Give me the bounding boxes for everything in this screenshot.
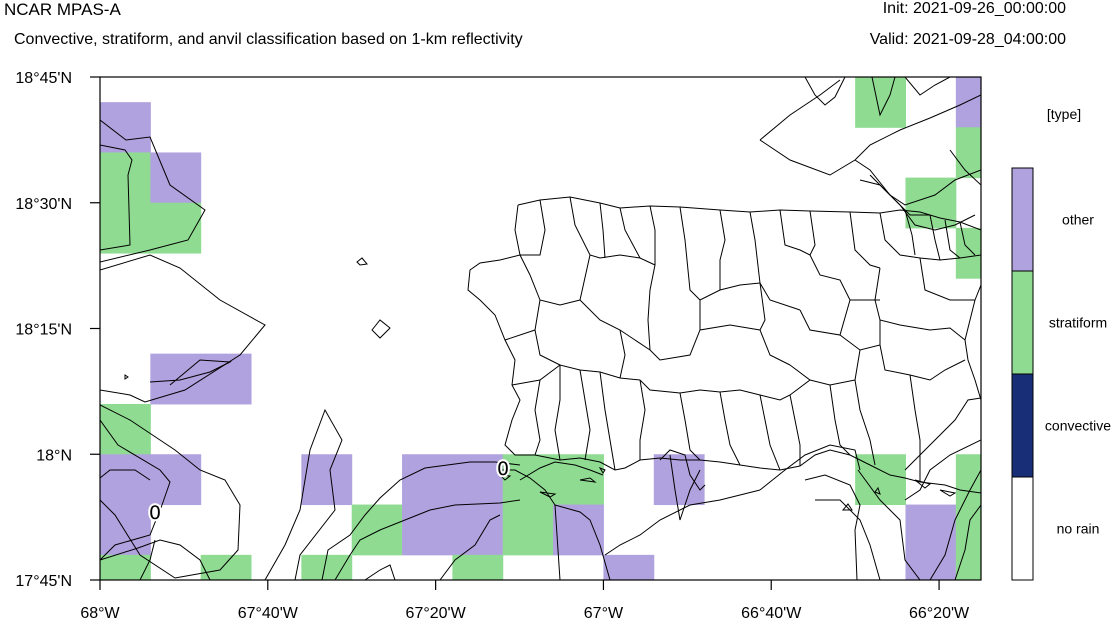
x-tick-label: 68°W: [80, 605, 120, 622]
classification-cell-stratiform: [100, 202, 151, 254]
classification-cell-other: [301, 454, 353, 506]
classification-cell-other: [402, 454, 453, 506]
y-tick-label: 18°45'N: [15, 70, 72, 87]
classification-cell-other: [905, 504, 957, 556]
x-tick-label: 67°20'W: [406, 605, 467, 622]
y-tick-label: 18°N: [36, 447, 72, 464]
legend-title: [type]: [1047, 106, 1081, 122]
y-tick-label: 17°45'N: [15, 573, 72, 590]
classification-cell-other: [452, 504, 504, 556]
legend-label: other: [1062, 212, 1094, 228]
classification-cell-stratiform: [955, 127, 981, 179]
classification-cell-stratiform: [100, 403, 151, 455]
y-tick-label: 18°30'N: [15, 196, 72, 213]
classification-cell-stratiform: [452, 554, 504, 580]
classification-cell-stratiform: [955, 554, 981, 580]
reflectivity-contours: [100, 77, 981, 580]
classification-cell-other: [653, 454, 705, 506]
contour-label: 0: [149, 502, 161, 524]
plot-subtitle: Convective, stratiform, and anvil classi…: [14, 31, 523, 48]
classification-cell-stratiform: [502, 504, 554, 556]
classification-cell-stratiform: [855, 454, 906, 506]
classification-cell-stratiform: [855, 77, 906, 128]
legend-swatch: [1011, 167, 1034, 272]
legend-colorbar: other stratiform convective no rain: [1011, 167, 1111, 581]
classification-cell-stratiform: [955, 454, 981, 506]
puerto-rico-municipal-boundaries: [467, 196, 981, 498]
classification-cells: [100, 77, 981, 580]
legend: [type] other stratiform convective no rain: [1011, 106, 1111, 581]
classification-cell-stratiform: [955, 227, 981, 279]
legend-swatch: [1011, 373, 1034, 478]
classification-cell-stratiform: [553, 454, 604, 506]
classification-cell-other: [905, 554, 957, 580]
legend-label: stratiform: [1049, 315, 1107, 331]
contour-label-group: 0 0: [147, 456, 511, 526]
x-tick-label: 66°20'W: [909, 605, 970, 622]
classification-cell-other: [955, 77, 981, 128]
axis-ticks: 68°W 67°40'W 67°20'W 67°W 66°40'W 66°20'W 18°4…: [15, 70, 970, 622]
classification-cell-other: [100, 454, 151, 506]
classification-cell-stratiform: [150, 202, 202, 254]
classification-cell-other: [100, 504, 151, 556]
classification-cell-other: [150, 353, 202, 405]
legend-swatch: [1011, 476, 1034, 581]
x-tick-label: 66°40'W: [741, 605, 802, 622]
model-title: NCAR MPAS-A: [4, 0, 121, 19]
y-tick-label: 18°15'N: [15, 322, 72, 339]
classification-cell-other: [402, 504, 453, 556]
classification-cell-stratiform: [100, 152, 151, 204]
classification-cell-other: [100, 102, 151, 153]
classification-cell-stratiform: [502, 454, 554, 506]
init-time: Init: 2021-09-26_00:00:00: [882, 0, 1066, 17]
legend-label: no rain: [1057, 521, 1100, 537]
classification-cell-stratiform: [200, 554, 252, 580]
classification-cell-other: [603, 554, 655, 580]
contour-label: 0: [497, 458, 509, 480]
classification-cell-other: [150, 454, 202, 506]
classification-cell-other: [553, 504, 604, 556]
legend-swatch: [1011, 270, 1034, 375]
valid-time: Valid: 2021-09-28_04:00:00: [869, 31, 1066, 48]
classification-cell-stratiform: [301, 554, 353, 580]
classification-cell-stratiform: [351, 504, 403, 556]
classification-cell-other: [150, 152, 202, 204]
x-tick-label: 67°W: [584, 605, 624, 622]
legend-label: convective: [1045, 418, 1111, 434]
x-tick-label: 67°40'W: [238, 605, 299, 622]
